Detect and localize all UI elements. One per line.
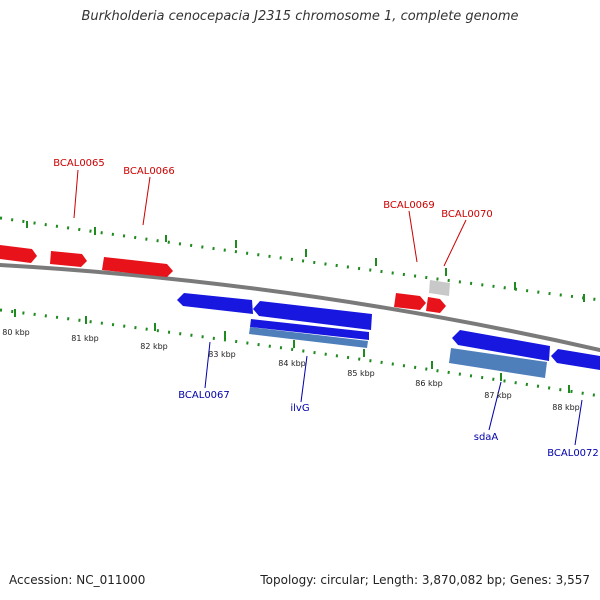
ruler-label-85: 85 kbp — [347, 369, 375, 378]
upper-major-ticks — [26, 221, 585, 302]
gene-bar-rev-3[interactable] — [452, 330, 550, 361]
leader-line-rev-1 — [204, 341, 211, 389]
gene-bar-fwd-1[interactable] — [0, 245, 37, 263]
gene-label-rev-1[interactable]: BCAL0067 — [178, 390, 230, 401]
ruler-label-86: 86 kbp — [415, 379, 443, 388]
gene-label-fwd-2[interactable]: BCAL0066 — [123, 166, 175, 177]
ruler-label-87: 87 kbp — [484, 391, 512, 400]
gene-bar-fwd-5[interactable] — [426, 297, 446, 313]
lower-tick-track — [0, 308, 600, 398]
forward-labels: BCAL0065 BCAL0066 BCAL0069 BCAL0070 — [53, 158, 493, 220]
upper-minor-ticks — [0, 216, 600, 302]
leader-lines — [73, 169, 583, 446]
forward-genes[interactable] — [0, 245, 450, 313]
rna-bar-2[interactable] — [249, 327, 368, 348]
leader-line-fwd-1 — [73, 169, 79, 219]
rna-bar-3[interactable] — [449, 348, 547, 378]
gene-label-fwd-1[interactable]: BCAL0065 — [53, 158, 105, 169]
leader-line-fwd-4 — [443, 219, 467, 267]
pseudo-feature[interactable] — [429, 280, 450, 296]
gene-bar-rev-1[interactable] — [177, 293, 253, 314]
gene-label-rev-4[interactable]: BCAL0072 — [547, 448, 599, 459]
chromosome-backbone — [0, 263, 600, 352]
gene-label-rev-3[interactable]: sdaA — [474, 432, 499, 443]
leader-line-rev-2 — [300, 355, 308, 403]
genome-stats-text: Topology: circular; Length: 3,870,082 bp… — [260, 573, 590, 587]
upper-tick-track — [0, 216, 600, 302]
ruler-labels: 80 kbp 81 kbp 82 kbp 83 kbp 84 kbp 85 kb… — [2, 328, 580, 412]
gene-bar-fwd-4[interactable] — [394, 293, 426, 310]
ruler-label-82: 82 kbp — [140, 342, 168, 351]
gene-bar-fwd-3[interactable] — [102, 257, 173, 277]
gene-label-fwd-3[interactable]: BCAL0069 — [383, 200, 435, 211]
leader-line-fwd-3 — [408, 210, 418, 263]
ruler-label-88: 88 kbp — [552, 403, 580, 412]
rna-bar-1[interactable] — [250, 319, 369, 340]
ruler-label-83: 83 kbp — [208, 350, 236, 359]
lower-minor-ticks — [0, 308, 600, 398]
accession-text: Accession: NC_011000 — [9, 573, 146, 587]
gene-label-rev-2[interactable]: ilvG — [290, 403, 309, 414]
leader-line-fwd-2 — [142, 176, 151, 226]
leader-line-rev-3 — [488, 381, 502, 431]
gene-bar-rev-4[interactable] — [551, 349, 600, 370]
lower-major-ticks — [14, 309, 570, 393]
gene-bar-rev-2[interactable] — [253, 301, 372, 330]
ruler-label-81: 81 kbp — [71, 334, 99, 343]
reverse-genes[interactable] — [177, 293, 600, 378]
ruler-label-84: 84 kbp — [278, 359, 306, 368]
gene-bar-fwd-2[interactable] — [50, 251, 87, 267]
reverse-labels: BCAL0067 ilvG sdaA BCAL0072 — [178, 390, 599, 459]
leader-line-rev-4 — [574, 399, 583, 446]
gene-label-fwd-4[interactable]: BCAL0070 — [441, 209, 493, 220]
ruler-label-80: 80 kbp — [2, 328, 30, 337]
map-title: Burkholderia cenocepacia J2315 chromosom… — [81, 9, 519, 24]
